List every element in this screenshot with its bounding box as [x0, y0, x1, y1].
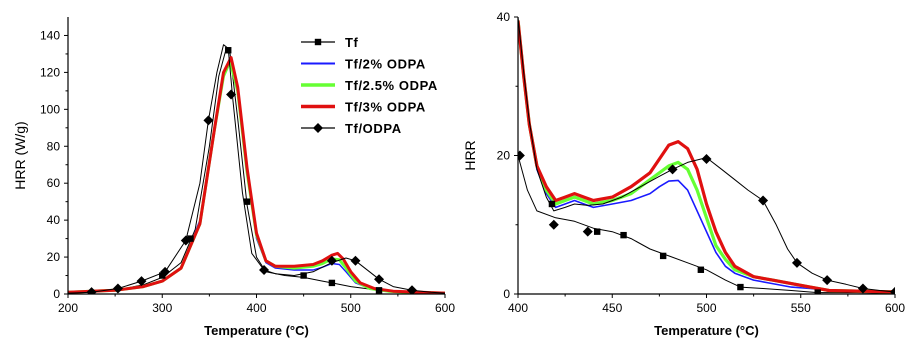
left-y-tick-label-20: 20: [47, 250, 61, 264]
right-x-tick-label-550: 550: [791, 301, 811, 315]
right-series-tf-odpa-marker-8: [857, 283, 868, 294]
left-series-tf-marker-5: [328, 279, 336, 287]
right-series-tf-odpa-marker-7: [822, 275, 833, 286]
left-chart: 200 300 400 500 600 0 20 40 60 80 100 120 140 Tempera…: [12, 17, 455, 338]
legend-item-tf-odpa: Tf/ODPA: [301, 121, 402, 136]
right-series-tf-2-odpa-line: [518, 23, 895, 293]
left-series-tf-odpa-marker-11: [407, 285, 418, 294]
left-y-tick-label-0: 0: [53, 287, 60, 301]
right-x-tick-label-400: 400: [508, 301, 528, 315]
legend-item-tf-3-odpa: Tf/3% ODPA: [301, 100, 426, 115]
left-x-tick-label-600: 600: [435, 301, 455, 315]
right-x-tick-label-500: 500: [696, 301, 716, 315]
legend-item-tf: Tf: [301, 35, 359, 50]
right-x-tick-label-450: 450: [602, 301, 622, 315]
left-series-tf-marker-2: [225, 47, 232, 54]
left-series-tf-odpa-marker-8: [326, 255, 337, 266]
right-series-tf-marker-0: [548, 200, 556, 208]
left-x-tick-label-200: 200: [58, 301, 78, 315]
right-series-tf-odpa-marker-9: [890, 286, 895, 294]
legend-item-tf-2-odpa: Tf/2% ODPA: [301, 57, 426, 72]
left-x-tick-label-400: 400: [246, 301, 266, 315]
right-y-axis-title: HRR: [462, 140, 478, 170]
left-series-tf-odpa-marker-5: [203, 115, 214, 126]
left-series-tf-odpa-marker-7: [259, 264, 270, 275]
right-series-tf-odpa-marker-3: [667, 164, 678, 175]
left-series-tf-odpa-marker-1: [112, 283, 123, 294]
left-series-tf-marker-1: [187, 235, 194, 242]
right-y-tick-label-20: 20: [497, 149, 511, 163]
right-series-tf-marker-6: [814, 289, 821, 294]
left-series-tf-odpa-marker-2: [136, 276, 147, 287]
left-series-tf-marker-4: [300, 272, 307, 279]
legend-label-tf-2-odpa: Tf/2% ODPA: [345, 57, 426, 72]
left-series-group: [68, 44, 445, 294]
right-series-tf-odpa-marker-5: [758, 195, 769, 206]
right-series-tf-3-odpa-line: [518, 20, 895, 294]
right-y-tick-label-0: 0: [503, 287, 510, 301]
left-x-tick-label-300: 300: [152, 301, 172, 315]
left-series-tf-marker-6: [375, 287, 383, 294]
right-series-tf-marker-1: [593, 228, 601, 235]
left-series-tf-odpa-marker-10: [374, 274, 385, 285]
left-series-tf-marker-3: [243, 198, 251, 205]
legend-marker-tf: [314, 38, 322, 46]
left-y-tick-label-40: 40: [47, 213, 61, 227]
legend-label-tf-3-odpa: Tf/3% ODPA: [345, 100, 426, 115]
left-y-tick-label-60: 60: [47, 176, 61, 190]
left-x-tick-label-500: 500: [341, 301, 361, 315]
left-y-tick-label-120: 120: [40, 65, 60, 79]
left-series-tf-odpa-marker-9: [350, 255, 361, 266]
left-y-tick-label-100: 100: [40, 102, 60, 116]
left-series-tf-marker-0: [159, 272, 166, 279]
left-series-tf-line: [68, 47, 445, 294]
left-x-axis-title: Temperature (°C): [204, 323, 309, 338]
legend-label-tf-odpa: Tf/ODPA: [345, 121, 402, 136]
legend-label-tf: Tf: [345, 35, 359, 50]
legend-label-tf-2-5-odpa: Tf/2.5% ODPA: [345, 78, 438, 93]
right-x-axis-title: Temperature (°C): [654, 323, 759, 338]
right-series-tf-odpa-marker-2: [582, 226, 593, 237]
right-series-tf-odpa-marker-4: [701, 153, 712, 164]
legend-item-tf-2-5-odpa: Tf/2.5% ODPA: [301, 78, 438, 93]
right-series-tf-odpa-marker-6: [791, 257, 802, 268]
left-series-tf-odpa-line: [68, 44, 445, 294]
right-series-tf-odpa-marker-1: [548, 219, 559, 230]
left-series-tf-odpa-marker-0: [86, 287, 97, 294]
left-series-tf-odpa-marker-6: [226, 89, 237, 100]
right-x-tick-label-600: 600: [885, 301, 905, 315]
right-series-group: [518, 16, 895, 294]
right-series-tf-marker-5: [737, 283, 744, 291]
left-y-axis-title: HRR (W/g): [12, 121, 28, 189]
right-series-tf-odpa-marker-0: [518, 150, 525, 161]
left-y-tick-label-80: 80: [47, 139, 61, 153]
right-series-tf-line: [518, 155, 895, 294]
legend-marker-tf-odpa: [313, 123, 323, 133]
left-series-tf-odpa-marker-4: [180, 235, 191, 246]
right-series-tf-marker-4: [697, 266, 705, 273]
legend: Tf Tf/2% ODPA Tf/2.5% ODPA Tf/3% ODPA Tf/ODP…: [301, 35, 438, 136]
right-series-tf-marker-3: [659, 252, 667, 260]
left-series-tf-2-5-odpa-line: [68, 59, 445, 294]
right-chart: 400 450 500 550 600 0 20 40 Temperature (°C) HRR: [462, 10, 905, 338]
right-series-tf-marker-2: [620, 231, 627, 239]
left-series-tf-3-odpa-line: [68, 56, 445, 294]
left-series-tf-odpa-marker-3: [160, 266, 171, 277]
left-y-tick-label-140: 140: [40, 28, 60, 42]
right-y-tick-label-40: 40: [497, 10, 511, 24]
